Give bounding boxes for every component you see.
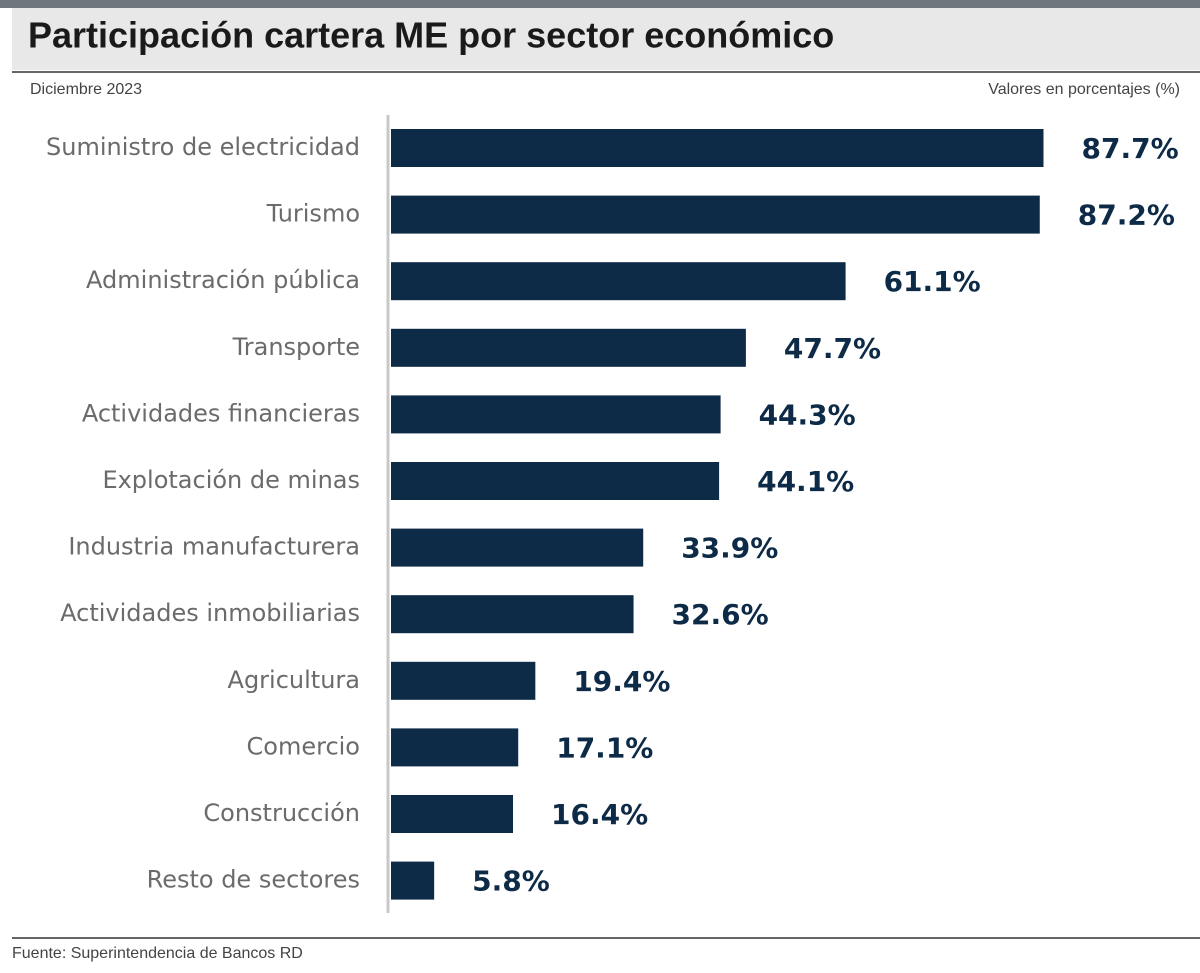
value-label: 44.3% <box>759 398 856 431</box>
value-label: 61.1% <box>884 265 981 298</box>
bar <box>391 861 435 900</box>
value-label: 47.7% <box>784 332 881 365</box>
value-label: 87.2% <box>1078 199 1175 232</box>
value-label: 17.1% <box>556 731 653 764</box>
top-band <box>0 0 1200 8</box>
category-label: Industria manufacturera <box>68 533 360 561</box>
bar <box>391 795 514 833</box>
bar <box>391 195 1040 234</box>
unit-note: Valores en porcentajes (%) <box>988 81 1180 98</box>
subtitle: Diciembre 2023 <box>30 81 142 98</box>
category-label: Construcción <box>203 799 360 827</box>
value-label: 32.6% <box>672 598 769 631</box>
category-label: Transporte <box>232 333 360 361</box>
bar <box>391 728 519 767</box>
bar <box>391 595 634 634</box>
category-label: Explotación de minas <box>102 466 360 494</box>
bar <box>391 661 536 700</box>
value-label: 87.7% <box>1081 132 1178 165</box>
bar <box>391 528 644 567</box>
value-label: 5.8% <box>472 865 550 898</box>
bar <box>391 262 846 301</box>
bar <box>391 462 720 500</box>
category-label: Actividades inmobiliarias <box>60 599 360 627</box>
category-label: Administración pública <box>86 266 360 294</box>
source: Fuente: Superintendencia de Bancos RD <box>12 945 303 962</box>
value-label: 33.9% <box>681 532 778 565</box>
category-label: Resto de sectores <box>147 866 360 894</box>
category-label: Comercio <box>247 732 360 760</box>
category-label: Actividades financieras <box>82 399 360 427</box>
bar <box>391 129 1044 167</box>
bar <box>391 328 746 367</box>
category-label: Turismo <box>266 200 360 228</box>
value-label: 16.4% <box>551 798 648 831</box>
bar <box>391 395 721 434</box>
chart-title: Participación cartera ME por sector econ… <box>28 15 834 56</box>
category-label: Agricultura <box>228 666 360 694</box>
value-label: 19.4% <box>573 665 670 698</box>
title-band <box>12 8 1200 70</box>
category-label: Suministro de electricidad <box>46 133 360 161</box>
value-label: 44.1% <box>757 465 854 498</box>
